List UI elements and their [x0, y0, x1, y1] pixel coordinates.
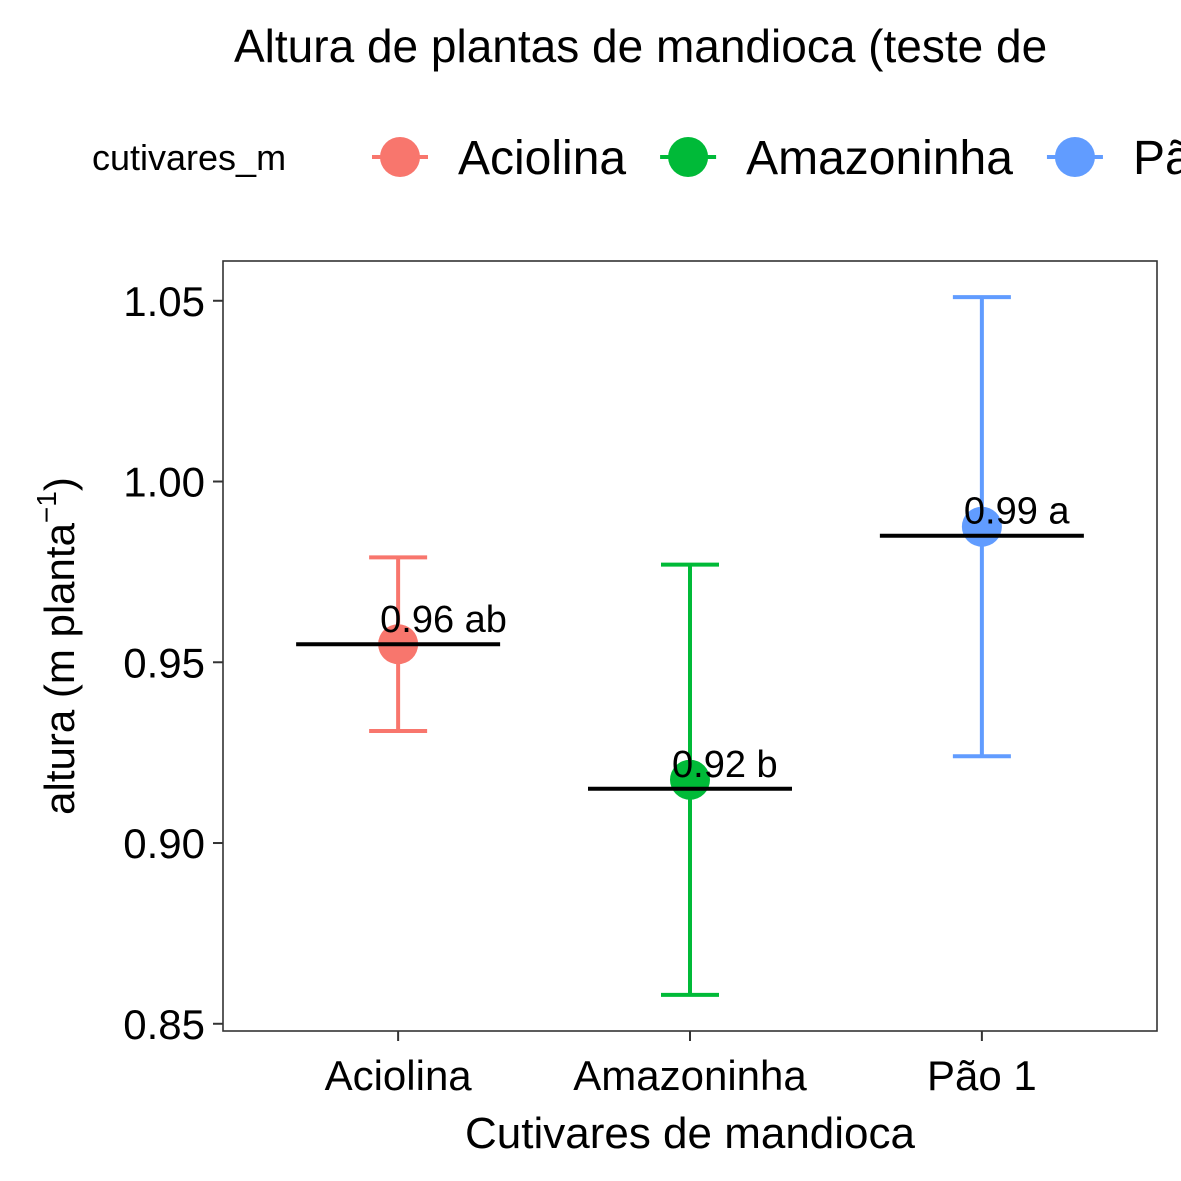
chart-title: Altura de plantas de mandioca (teste de — [234, 20, 1047, 72]
series-2: 0.99 a — [879, 295, 1084, 759]
legend-item: Pão 1 — [1046, 132, 1181, 185]
y-tick-label: 0.90 — [123, 820, 205, 867]
legend-item: Aciolina — [372, 132, 626, 185]
legend: cutivares_m Aciolina Amazoninha Pão 1 — [92, 132, 1181, 185]
legend-item: Amazoninha — [660, 132, 1013, 185]
y-tick-label: 1.05 — [123, 278, 205, 325]
y-axis-title-superscript: −1 — [31, 491, 62, 523]
y-axis-title: altura (m planta−1) — [31, 477, 83, 815]
x-tick-label: Aciolina — [325, 1052, 473, 1099]
series-0: 0.96 ab — [296, 555, 507, 733]
y-axis-title-suffix: ) — [36, 477, 83, 491]
series-1: 0.92 b — [588, 562, 792, 997]
legend-key-point — [668, 137, 709, 177]
legend-key-point — [1054, 137, 1095, 177]
y-tick-label: 1.00 — [123, 459, 205, 506]
legend-label: Aciolina — [458, 132, 626, 185]
x-axis-title: Cutivares de mandioca — [465, 1109, 916, 1158]
x-tick-label: Amazoninha — [573, 1052, 807, 1099]
legend-label: Amazoninha — [746, 132, 1013, 185]
legend-key-point — [380, 137, 420, 177]
y-axis-title-prefix: altura (m planta — [36, 522, 83, 814]
y-tick-label: 0.95 — [123, 639, 205, 686]
y-tick-label: 0.85 — [123, 1001, 205, 1048]
data-label: 0.92 b — [672, 744, 778, 786]
data-label: 0.96 ab — [380, 599, 507, 641]
x-tick-label: Pão 1 — [927, 1052, 1037, 1099]
legend-label: Pão 1 — [1133, 132, 1181, 185]
data-label: 0.99 a — [964, 491, 1071, 533]
legend-title: cutivares_m — [92, 137, 286, 178]
